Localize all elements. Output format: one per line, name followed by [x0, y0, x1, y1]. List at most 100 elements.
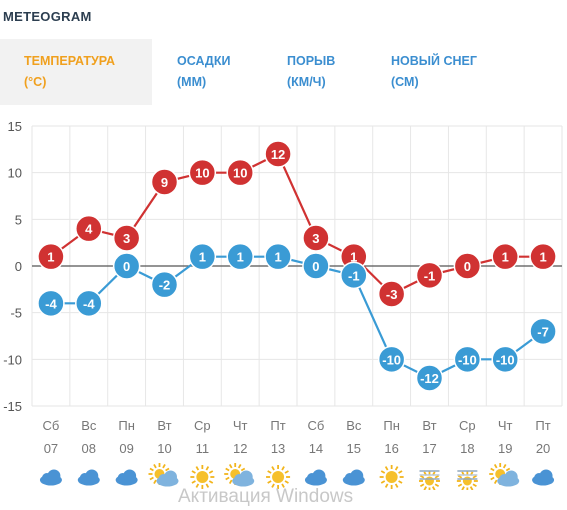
data-point-marker [340, 261, 368, 290]
data-label: -12 [420, 371, 439, 386]
data-point-marker [264, 242, 292, 271]
data-label: 3 [123, 231, 130, 246]
data-point: -7 [529, 317, 557, 346]
data-label: 0 [312, 259, 319, 274]
sun-ray [191, 470, 196, 474]
y-tick-label: 0 [15, 259, 22, 274]
sun-ray [162, 464, 166, 469]
sun-ray [502, 464, 507, 469]
data-point: 1 [491, 242, 519, 271]
data-point-marker [377, 345, 406, 374]
data-point-marker [529, 242, 557, 271]
data-label: 10 [233, 166, 247, 181]
data-label: -7 [537, 324, 549, 339]
data-point: 10 [188, 158, 217, 187]
data-point: 1 [188, 242, 217, 271]
sun-ray [490, 476, 495, 481]
data-label: 1 [502, 250, 509, 265]
x-date-label: 13 [271, 441, 285, 456]
data-point: -4 [37, 289, 65, 318]
data-label: 1 [237, 250, 244, 265]
tab-precipitation[interactable]: ОСАДКИ (ММ) [177, 39, 277, 105]
x-date-label: 15 [347, 441, 361, 456]
data-point: 9 [150, 168, 179, 196]
sun-ray [195, 466, 200, 471]
sun-ray [472, 474, 477, 479]
data-label: 1 [350, 250, 357, 265]
data-point-marker [37, 242, 65, 271]
cloud-icon [115, 469, 138, 486]
data-point-marker [150, 168, 179, 196]
data-point-marker [529, 317, 557, 346]
cloud-part [504, 470, 518, 484]
sun-ray [153, 479, 157, 484]
sun-ray [284, 470, 289, 474]
x-date-label: 09 [119, 441, 133, 456]
x-date-label: 14 [309, 441, 323, 456]
sun-ray [149, 476, 154, 481]
x-date-label: 16 [384, 441, 398, 456]
sun-ray [472, 483, 477, 488]
sun-ray [228, 479, 233, 484]
y-tick-label: 15 [8, 119, 22, 134]
x-day-label: Ср [459, 418, 476, 433]
sun-icon [379, 465, 404, 489]
data-point: 1 [37, 242, 65, 271]
sun-ray [419, 483, 425, 488]
data-label: -1 [348, 268, 360, 283]
data-label: 0 [123, 259, 130, 274]
sun-ray [394, 466, 399, 471]
sun-ray [398, 480, 403, 484]
sun-ray [228, 464, 233, 469]
sun-cloud-icon [224, 463, 255, 487]
tab-gust[interactable]: ПОРЫВ (КМ/Ч) [287, 39, 382, 105]
sun-ray [384, 483, 389, 488]
y-tick-label: -15 [3, 399, 22, 414]
sun-ray [493, 479, 498, 484]
tab-gust-label: ПОРЫВ [287, 54, 336, 68]
data-point-marker [302, 224, 330, 252]
tab-temperature[interactable]: ТЕМПЕРАТУРА (°C) [0, 39, 152, 105]
data-point: -2 [150, 270, 179, 299]
tab-new-snow[interactable]: НОВЫЙ СНЕГ (СМ) [391, 39, 511, 105]
sun-ray [284, 480, 289, 484]
x-date-label: 19 [498, 441, 512, 456]
data-point-marker [37, 289, 65, 318]
sun-ray [431, 486, 436, 490]
data-point-marker [75, 214, 103, 243]
data-point: 12 [264, 140, 292, 168]
sun-ray [505, 467, 511, 472]
cloud-part [312, 469, 326, 483]
sun-ray [457, 474, 463, 479]
x-day-label: Вт [422, 418, 436, 433]
tab-temperature-unit: (°C) [24, 75, 47, 89]
sun-ray [240, 467, 246, 472]
data-label: 9 [161, 175, 168, 190]
sun-ray [225, 476, 230, 481]
data-label: 0 [464, 259, 471, 274]
data-point-marker [453, 345, 482, 374]
y-tick-label: 5 [15, 212, 22, 227]
x-day-label: Сб [308, 418, 325, 433]
data-point-marker [377, 280, 406, 308]
tab-new-snow-label: НОВЫЙ СНЕГ [391, 54, 477, 68]
y-tick-label: -10 [3, 352, 22, 367]
data-point-marker [302, 252, 330, 280]
cloud-icon [77, 469, 100, 486]
x-date-label: 17 [422, 441, 436, 456]
data-label: -10 [496, 352, 515, 367]
data-label: 1 [539, 250, 546, 265]
sun-disc [196, 471, 209, 483]
sun-ray [434, 474, 440, 479]
sun-ray [208, 480, 214, 484]
data-label: 1 [199, 250, 206, 265]
data-point: 0 [302, 252, 330, 280]
sun-ray [267, 480, 272, 484]
sun-icon [266, 465, 291, 489]
sun-ray [271, 483, 275, 488]
snow-sun-icon [419, 470, 440, 490]
sun-ray [423, 486, 428, 490]
x-day-label: Пт [535, 418, 550, 433]
sun-ray [191, 480, 196, 484]
